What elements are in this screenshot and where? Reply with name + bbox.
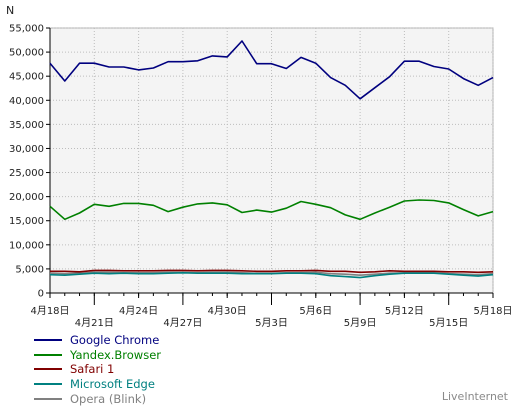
x-tick-label: 4月27日 (163, 317, 202, 329)
y-tick-label: 45,000 (9, 72, 44, 83)
liveinternet-brand[interactable]: LiveInternet (441, 390, 508, 403)
x-tick-label: 5月12日 (385, 305, 424, 317)
series-line-yandex-browser[interactable] (49, 199, 494, 221)
legend-label: Safari 1 (70, 362, 115, 377)
y-tick-label: 35,000 (9, 120, 44, 131)
legend-item-google-chrome[interactable]: Google Chrome (34, 333, 161, 348)
legend-label: Google Chrome (70, 333, 160, 348)
y-tick-label: 5,000 (15, 264, 44, 275)
x-tick-label: 4月18日 (30, 305, 69, 317)
legend-label: Opera (Blink) (70, 391, 147, 406)
y-tick-label: 15,000 (9, 216, 44, 227)
grid-lines (49, 27, 494, 293)
legend-item-opera-blink[interactable]: Opera (Blink) (34, 391, 161, 406)
series-lines (49, 40, 494, 279)
y-axis-label: N (6, 4, 14, 17)
y-tick-label: 30,000 (9, 144, 44, 155)
x-tick-labels: 4月18日 4月21日 4月24日 4月27日 4月30日 5月3日 5月6日 5月9日 5月1… (30, 293, 513, 329)
legend-label: Microsoft Edge (70, 377, 155, 392)
legend-item-yandex-browser[interactable]: Yandex.Browser (34, 348, 161, 363)
legend-item-safari[interactable]: Safari 1 (34, 362, 161, 377)
x-tick-label: 5月3日 (255, 317, 288, 329)
y-tick-label: 50,000 (9, 48, 44, 59)
legend-swatch (34, 353, 62, 356)
series-line-safari-1[interactable] (50, 269, 494, 274)
series-line-google-chrome[interactable] (49, 40, 494, 100)
x-tick-label: 4月30日 (208, 305, 247, 317)
x-tick-label: 5月9日 (344, 317, 377, 329)
legend-swatch (34, 397, 62, 400)
legend-swatch (34, 383, 62, 386)
x-tick-label: 4月24日 (119, 305, 158, 317)
y-tick-label: 25,000 (9, 168, 44, 179)
x-tick-label: 4月21日 (75, 317, 114, 329)
x-tick-label: 5月6日 (299, 305, 332, 317)
legend-item-microsoft-edge[interactable]: Microsoft Edge (34, 377, 161, 392)
legend-swatch (34, 339, 62, 342)
y-tick-labels: 0 5,000 10,000 15,000 20,000 25,000 30,000 35,0… (9, 24, 50, 300)
y-tick-label: 0 (38, 289, 44, 300)
x-tick-label: 5月15日 (429, 317, 468, 329)
legend-label: Yandex.Browser (70, 347, 162, 362)
x-tick-label: 5月18日 (473, 305, 512, 317)
legend: Google Chrome Yandex.Browser Safari 1 Mi… (34, 333, 161, 406)
legend-swatch (34, 368, 62, 371)
y-tick-label: 55,000 (9, 24, 44, 35)
y-tick-label: 10,000 (9, 240, 44, 251)
series-line-microsoft-edge[interactable] (49, 271, 494, 279)
line-chart: 0 5,000 10,000 15,000 20,000 25,000 30,000 35,0… (6, 4, 513, 329)
y-tick-label: 20,000 (9, 192, 44, 203)
y-tick-label: 40,000 (9, 96, 44, 107)
